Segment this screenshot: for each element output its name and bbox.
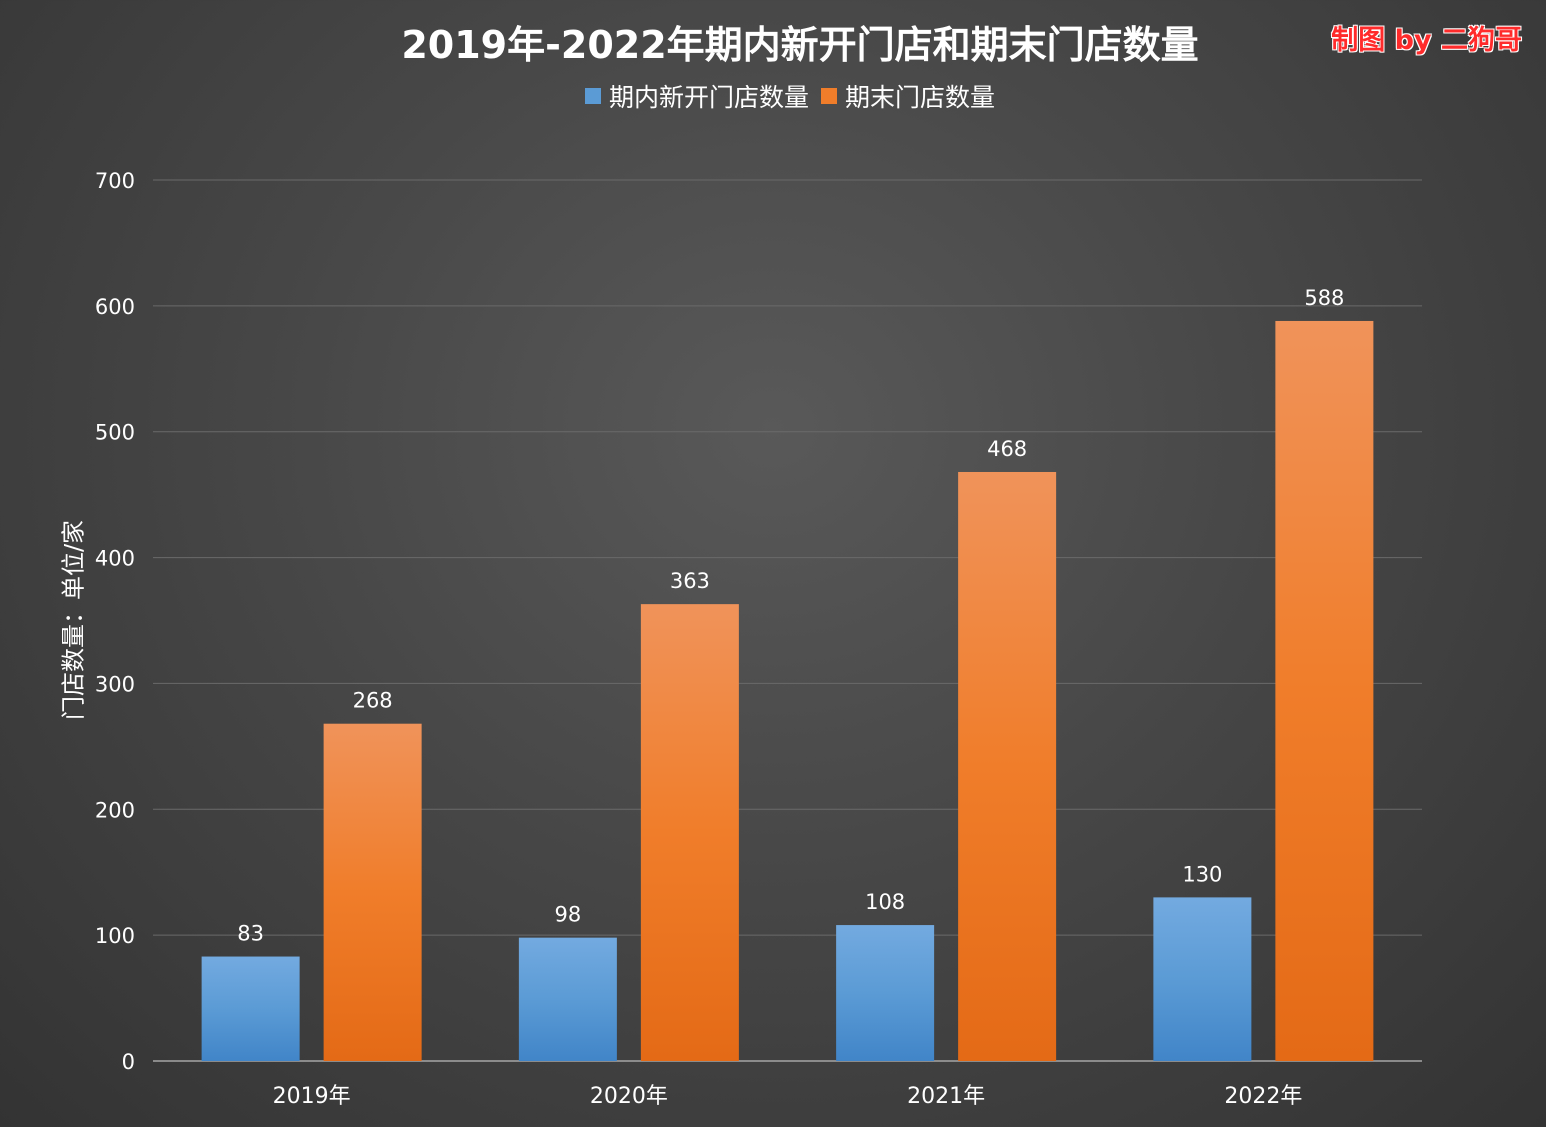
data-label: 83 <box>237 922 264 946</box>
y-tick-label: 100 <box>95 924 135 948</box>
bar-end-stores-2019年 <box>323 723 422 1061</box>
legend-item-end-stores: 期末门店数量 <box>821 78 995 114</box>
bar-new-stores-2019年 <box>201 956 300 1061</box>
chart-title: 2019年-2022年期内新开门店和期末门店数量 <box>401 23 1199 67</box>
data-label: 268 <box>353 689 393 713</box>
bar-new-stores-2022年 <box>1153 897 1252 1061</box>
data-label: 363 <box>670 569 710 593</box>
legend-item-new-stores: 期内新开门店数量 <box>584 78 809 114</box>
legend-swatch-new-stores <box>584 88 601 104</box>
y-tick-label: 400 <box>95 547 135 571</box>
y-tick-label: 600 <box>95 295 135 319</box>
legend-label-end-stores: 期末门店数量 <box>845 83 996 112</box>
bar-new-stores-2020年 <box>518 937 617 1061</box>
x-tick-label: 2020年 <box>590 1084 668 1109</box>
legend-swatch-end-stores <box>821 88 837 104</box>
legend: 期内新开门店数量 期末门店数量 <box>0 78 1546 114</box>
data-label: 468 <box>987 437 1027 461</box>
bar-end-stores-2021年 <box>958 471 1057 1061</box>
data-label: 130 <box>1182 862 1222 886</box>
x-tick-label: 2022年 <box>1224 1084 1302 1109</box>
watermark: 制图 by 二狗哥 <box>1331 25 1522 56</box>
data-label: 588 <box>1304 286 1344 310</box>
y-tick-label: 700 <box>95 169 135 193</box>
y-tick-label: 300 <box>95 672 135 696</box>
x-tick-label: 2019年 <box>273 1084 351 1109</box>
y-tick-label: 200 <box>95 798 135 822</box>
data-label: 98 <box>555 903 582 927</box>
legend-label-new-stores: 期内新开门店数量 <box>608 83 809 112</box>
bar-new-stores-2021年 <box>836 925 935 1061</box>
data-label: 108 <box>865 890 905 914</box>
bar-end-stores-2020年 <box>640 604 739 1061</box>
y-tick-label: 0 <box>122 1050 135 1074</box>
x-tick-label: 2021年 <box>907 1084 985 1109</box>
y-tick-label: 500 <box>95 421 135 445</box>
bar-end-stores-2022年 <box>1275 320 1374 1062</box>
